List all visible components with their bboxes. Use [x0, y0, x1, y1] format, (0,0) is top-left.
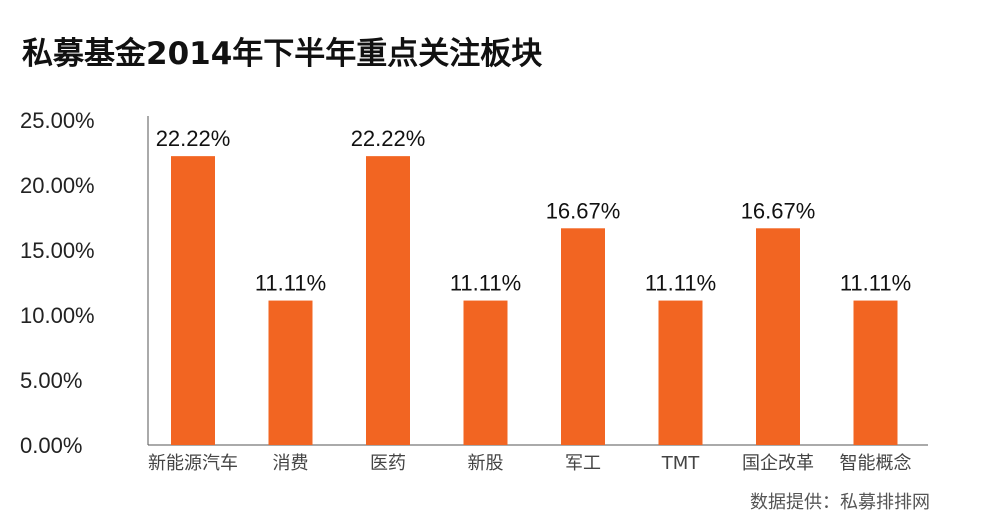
data-label: 22.22%	[156, 126, 231, 151]
bar	[658, 300, 703, 445]
category-labels-group: 新能源汽车 消费 医药 新股 军工 TMT 国企改革 智能概念	[148, 452, 912, 474]
value-labels-group: 22.22% 11.11% 22.22% 11.11% 16.67% 11.11% 16.6…	[156, 126, 911, 295]
x-tick-label: 智能概念	[840, 452, 912, 474]
x-tick-label: 军工	[565, 453, 601, 474]
x-tick-label: 医药	[370, 453, 406, 474]
data-label: 22.22%	[351, 126, 426, 151]
x-tick-label: 消费	[273, 453, 309, 474]
data-label: 16.67%	[546, 198, 621, 223]
data-label: 11.11%	[840, 271, 911, 296]
y-axis-ticks: 0.00% 5.00% 10.00% 15.00% 20.00% 25.00%	[20, 108, 95, 458]
x-tick-label: TMT	[661, 453, 701, 474]
bar	[268, 300, 313, 445]
data-label: 11.11%	[255, 271, 326, 296]
data-label: 11.11%	[450, 271, 521, 296]
bar	[853, 300, 898, 445]
y-tick-label: 10.00%	[20, 303, 95, 328]
x-tick-label: 新股	[468, 453, 504, 474]
y-tick-label: 25.00%	[20, 108, 95, 133]
data-label: 16.67%	[741, 198, 816, 223]
y-tick-label: 20.00%	[20, 173, 95, 198]
bar	[756, 228, 800, 445]
x-tick-label: 新能源汽车	[148, 453, 238, 474]
bar	[463, 300, 508, 445]
y-tick-label: 15.00%	[20, 238, 95, 263]
source-note: 数据提供：私募排排网	[750, 492, 930, 513]
bar	[171, 156, 215, 445]
y-tick-label: 0.00%	[20, 433, 82, 458]
bars-group	[171, 156, 898, 445]
bar	[561, 228, 605, 445]
x-tick-label: 国企改革	[742, 453, 814, 474]
chart-title: 私募基金2014年下半年重点关注板块	[22, 36, 543, 72]
data-label: 11.11%	[645, 271, 716, 296]
bar	[366, 156, 410, 445]
y-tick-label: 5.00%	[20, 368, 82, 393]
